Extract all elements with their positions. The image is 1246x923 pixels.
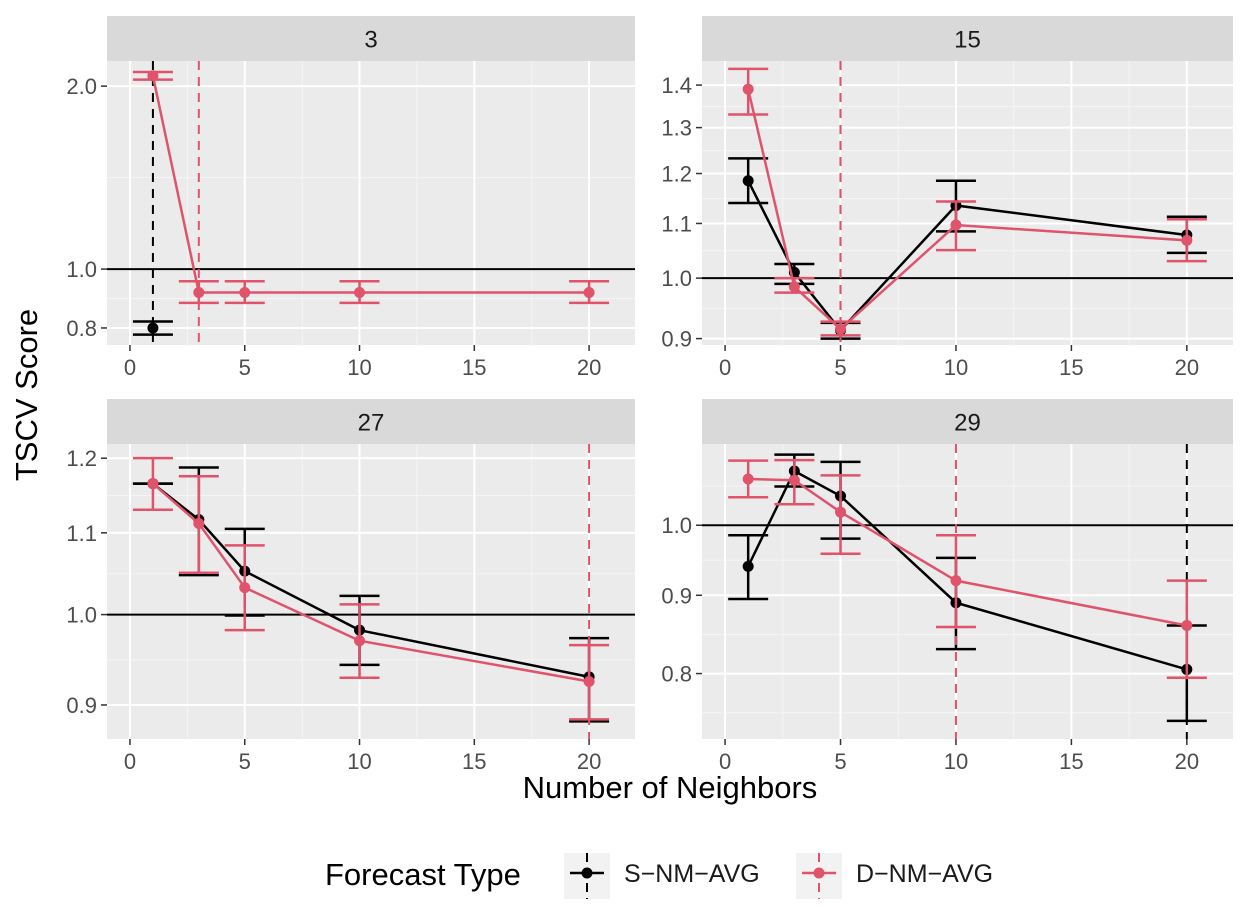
data-point-s-nm-avg (742, 560, 754, 572)
data-point-d-nm-avg (1181, 234, 1193, 246)
y-tick-label: 1.0 (66, 603, 97, 628)
y-tick-label: 0.9 (661, 583, 692, 608)
facet-strip (702, 16, 1233, 61)
y-tick-label: 1.1 (661, 211, 692, 236)
data-point-d-nm-avg (239, 582, 251, 594)
x-tick-label: 5 (834, 355, 846, 380)
y-tick-label: 0.8 (66, 316, 97, 341)
data-point-d-nm-avg (147, 478, 159, 490)
legend: Forecast Type S−NM−AVG D−NM−AVG (325, 853, 993, 899)
x-tick-label: 15 (462, 355, 486, 380)
data-point-d-nm-avg (1181, 619, 1193, 631)
facet-panel-15: 15 0 5 10 15 20 0.9 1.0 1.1 1.2 1.3 1.4 (661, 16, 1233, 380)
x-tick-label: 15 (1059, 749, 1083, 774)
y-tick-label: 0.8 (661, 662, 692, 687)
data-point-d-nm-avg (788, 474, 800, 486)
facet-panel-3: 3 0 5 10 15 20 0.8 1.0 2.0 (66, 16, 635, 380)
data-point-d-nm-avg (354, 287, 366, 299)
x-tick-label: 5 (834, 749, 846, 774)
y-tick-label: 1.0 (66, 257, 97, 282)
x-tick-label: 15 (462, 749, 486, 774)
x-axis-label: Number of Neighbors (523, 770, 818, 805)
legend-label-d-nm-avg: D−NM−AVG (856, 860, 993, 888)
data-point-d-nm-avg (354, 635, 366, 647)
data-point-d-nm-avg (742, 473, 754, 485)
panel-data (107, 444, 635, 739)
panel-background (702, 61, 1233, 345)
x-tick-label: 10 (944, 749, 968, 774)
x-tick-label: 20 (1175, 355, 1199, 380)
legend-key-s-nm-avg (564, 853, 610, 899)
legend-title: Forecast Type (325, 857, 521, 892)
x-tick-label: 20 (577, 749, 601, 774)
x-tick-label: 0 (124, 355, 136, 380)
facet-strip-label: 29 (954, 410, 981, 437)
facet-panel-29: 29 0 5 10 15 20 0.8 0.9 1.0 (661, 399, 1233, 774)
facet-strip-label: 27 (358, 410, 385, 437)
data-point-d-nm-avg (239, 287, 251, 299)
facet-strip-label: 3 (364, 27, 377, 54)
data-point-d-nm-avg (950, 575, 962, 587)
x-tick-label: 0 (719, 749, 731, 774)
x-tick-label: 15 (1059, 355, 1083, 380)
y-tick-label: 1.2 (661, 162, 692, 187)
panel-data (702, 444, 1233, 739)
y-tick-label: 1.0 (661, 513, 692, 538)
x-tick-label: 10 (347, 749, 371, 774)
panel-data (702, 61, 1233, 345)
x-tick-label: 5 (239, 749, 251, 774)
y-tick-label: 1.0 (661, 266, 692, 291)
data-point-d-nm-avg (835, 323, 847, 335)
x-tick-label: 20 (1175, 749, 1199, 774)
x-tick-label: 5 (239, 355, 251, 380)
legend-key-d-nm-avg (796, 853, 842, 899)
data-point-s-nm-avg (147, 322, 159, 334)
y-tick-label: 1.1 (66, 521, 97, 546)
y-tick-label: 2.0 (66, 74, 97, 99)
panel-background (702, 444, 1233, 739)
data-point-d-nm-avg (788, 281, 800, 293)
panel-data (107, 61, 635, 345)
panel-background (107, 444, 635, 739)
y-tick-label: 1.4 (661, 73, 692, 98)
facet-strip (107, 399, 635, 444)
data-point-d-nm-avg (583, 675, 595, 687)
data-point-d-nm-avg (147, 70, 159, 82)
x-tick-label: 0 (124, 749, 136, 774)
data-point-d-nm-avg (583, 287, 595, 299)
y-tick-label: 0.9 (66, 693, 97, 718)
y-axis-label: TSCV Score (9, 309, 44, 481)
data-point-d-nm-avg (742, 83, 754, 95)
y-tick-label: 1.3 (661, 116, 692, 141)
x-tick-label: 0 (719, 355, 731, 380)
x-tick-label: 20 (577, 355, 601, 380)
data-point-d-nm-avg (950, 219, 962, 231)
facet-panel-27: 27 0 5 10 15 20 0.9 1.0 1.1 1.2 (66, 399, 635, 774)
facet-strip (107, 16, 635, 61)
data-point-d-nm-avg (193, 287, 205, 299)
y-tick-label: 0.9 (661, 327, 692, 352)
facet-strip-label: 15 (954, 27, 981, 54)
x-tick-label: 10 (944, 355, 968, 380)
data-point-d-nm-avg (835, 506, 847, 518)
data-point-s-nm-avg (742, 175, 754, 187)
legend-label-s-nm-avg: S−NM−AVG (624, 860, 760, 888)
facet-strip (702, 399, 1233, 444)
x-tick-label: 10 (347, 355, 371, 380)
y-tick-label: 1.2 (66, 446, 97, 471)
panel-background (107, 61, 635, 345)
data-point-d-nm-avg (193, 518, 205, 530)
facet-panels: 3 0 5 10 15 20 0.8 1.0 2.0 15 0 5 10 15 20 0.9 1.0 1.1 1.2… (66, 16, 1233, 774)
